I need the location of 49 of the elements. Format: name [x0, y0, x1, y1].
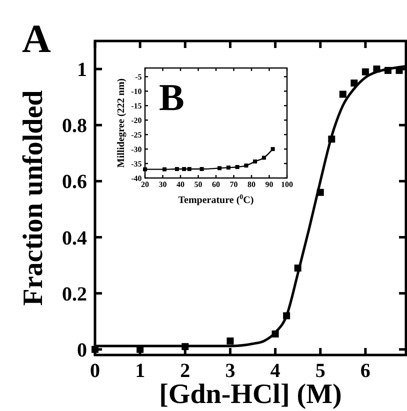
y-tick-label: 1 [77, 59, 87, 82]
x-tick-label: 60 [212, 180, 220, 189]
point [174, 167, 179, 172]
x-tick-label: 90 [265, 180, 274, 189]
x-tick-label: 50 [194, 180, 202, 189]
x-tick-label: 30 [158, 180, 167, 189]
x-tick-label: 4 [270, 360, 280, 382]
annotation: B [159, 77, 184, 119]
x-tick-label: 70 [230, 180, 238, 189]
y-tick-label: -40 [131, 174, 142, 183]
y-tick-label: 0.8 [62, 115, 87, 138]
y-tick-label: 0 [77, 339, 87, 362]
x-tick-label: 100 [281, 180, 293, 189]
point [270, 147, 275, 152]
y-tick-label: -25 [131, 130, 142, 140]
point [339, 90, 346, 98]
point [226, 337, 234, 344]
point [262, 156, 266, 160]
x-tick-label: 20 [141, 180, 149, 189]
x-axis-title: Temperature ($^{0}$C) [178, 193, 254, 206]
x-tick-label: 2 [180, 360, 190, 382]
point [200, 167, 204, 172]
point [253, 160, 258, 164]
text: A [22, 16, 51, 61]
y-tick-label: -30 [131, 144, 142, 154]
x-tick-label: 40 [176, 180, 184, 189]
point [235, 165, 240, 169]
y-tick-label: 0.2 [62, 283, 87, 306]
point [362, 68, 369, 76]
y-tick-label: -20 [131, 116, 142, 125]
y-axis-title: Fraction unfolded [18, 90, 49, 306]
x-tick-label: 3 [225, 360, 236, 382]
y-axis-title: Millidegree (222 nm) [116, 78, 127, 168]
y-tick-label: 0.6 [62, 171, 87, 194]
y-tick-label: -35 [131, 159, 142, 168]
point [182, 167, 186, 172]
x-tick-label: 6 [360, 360, 370, 382]
x-axis-title: [Gdn-HCl] (M) [159, 379, 342, 410]
y-tick-label: -5 [135, 72, 142, 82]
x-tick-label: 5 [315, 360, 326, 382]
point [162, 167, 167, 172]
point [187, 167, 192, 172]
point [244, 164, 248, 168]
y-tick-label: 0.4 [62, 227, 87, 250]
x-tick-label: 80 [248, 180, 256, 189]
point [226, 166, 230, 170]
y-tick-label: -15 [131, 101, 142, 110]
point [218, 166, 222, 170]
y-tick-label: -10 [131, 86, 142, 96]
